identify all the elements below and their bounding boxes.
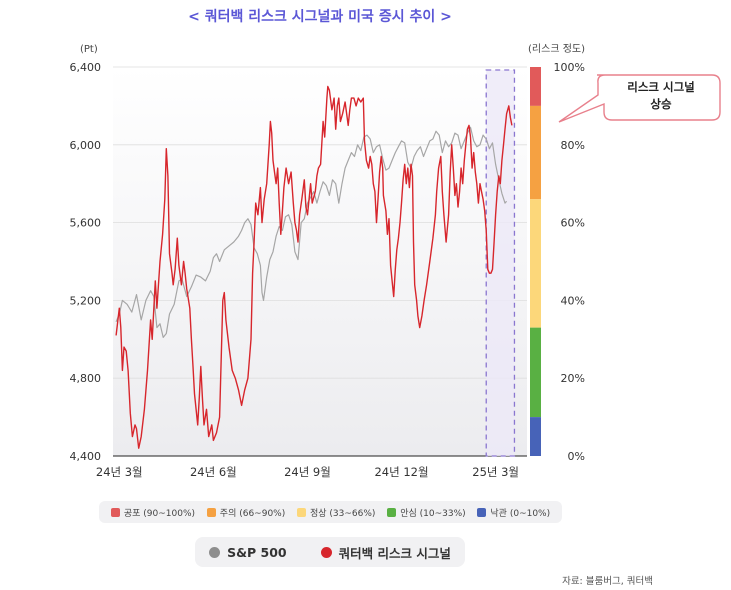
risk-signal-line xyxy=(115,85,513,449)
left-axis-unit: (Pt) xyxy=(80,44,98,55)
right-tick-label: 40% xyxy=(561,294,585,307)
zone-legend-label: 공포 (90~100%) xyxy=(123,508,196,519)
risk-zone-낙관 xyxy=(530,417,541,456)
right-tick-label: 100% xyxy=(554,61,585,74)
right-tick-label: 0% xyxy=(568,450,585,463)
series-legend-item: S&P 500 xyxy=(209,545,287,560)
series-legend-dot xyxy=(320,546,332,558)
series-legend-item: 쿼터백 리스크 시그널 xyxy=(320,543,451,562)
zone-legend-item: 공포 (90~100%) xyxy=(110,506,196,519)
zone-legend-swatch xyxy=(206,507,216,517)
zone-legend-swatch xyxy=(110,507,120,517)
zone-legend-label: 정상 (33~66%) xyxy=(310,508,376,519)
annotation-callout xyxy=(558,74,721,123)
x-tick-label: 24년 3월 xyxy=(96,465,143,479)
zone-legend-swatch xyxy=(297,507,306,517)
zone-legend-item: 낙관 (0~10%) xyxy=(477,506,550,519)
series-legend: S&P 500 쿼터백 리스크 시그널 xyxy=(195,537,465,567)
zone-legend-label: 안심 (10~33%) xyxy=(400,508,466,519)
zone-legend-swatch xyxy=(477,507,487,517)
right-tick-label: 80% xyxy=(561,139,585,152)
left-tick-label: 4,800 xyxy=(70,372,102,385)
risk-zone-공포 xyxy=(530,67,541,106)
x-tick-label: 24년 6월 xyxy=(190,465,237,479)
left-tick-label: 6,000 xyxy=(70,139,102,152)
right-axis-unit: (리스크 정도) xyxy=(528,43,585,55)
left-tick-label: 6,400 xyxy=(70,61,102,74)
right-tick-label: 60% xyxy=(561,217,585,230)
risk-zone-정상 xyxy=(530,199,541,328)
highlight-box xyxy=(485,69,516,457)
zone-legend-swatch xyxy=(387,507,397,517)
risk-zone-안심 xyxy=(530,327,541,418)
zone-legend-label: 주의 (66~90%) xyxy=(219,508,286,519)
left-tick-label: 4,400 xyxy=(70,450,102,463)
risk-zone-legend: 공포 (90~100%) 주의 (66~90%) 정상 (33~66%) 안심 (10… xyxy=(99,501,562,523)
sp500-line xyxy=(115,126,508,338)
left-tick-label: 5,600 xyxy=(70,217,102,230)
annotation-text: 리스크 시그널 상승 xyxy=(627,80,694,111)
x-tick-label: 25년 3월 xyxy=(472,465,519,479)
zone-legend-label: 낙관 (0~10%) xyxy=(490,508,551,519)
x-tick-label: 24년 12월 xyxy=(374,465,428,479)
plot-background xyxy=(113,67,527,456)
zone-legend-item: 안심 (10~33%) xyxy=(387,506,466,519)
chart-area: 6,400 6,000 5,600 5,200 4,800 4,400 100% 80% 60… xyxy=(70,43,721,479)
left-tick-label: 5,200 xyxy=(70,294,102,307)
right-tick-label: 20% xyxy=(561,372,585,385)
x-tick-label: 24년 9월 xyxy=(284,465,331,479)
series-legend-label: 쿼터백 리스크 시그널 xyxy=(338,545,451,561)
zone-legend-item: 정상 (33~66%) xyxy=(297,506,375,519)
source-note: 자료: 블룸버그, 쿼터백 xyxy=(562,576,653,587)
risk-zone-주의 xyxy=(530,105,541,200)
series-legend-dot xyxy=(209,546,221,558)
zone-legend-item: 주의 (66~90%) xyxy=(206,506,286,519)
series-legend-label: S&P 500 xyxy=(227,544,287,560)
chart-title: < 쿼터백 리스크 시그널과 미국 증시 추이 > xyxy=(188,9,452,25)
